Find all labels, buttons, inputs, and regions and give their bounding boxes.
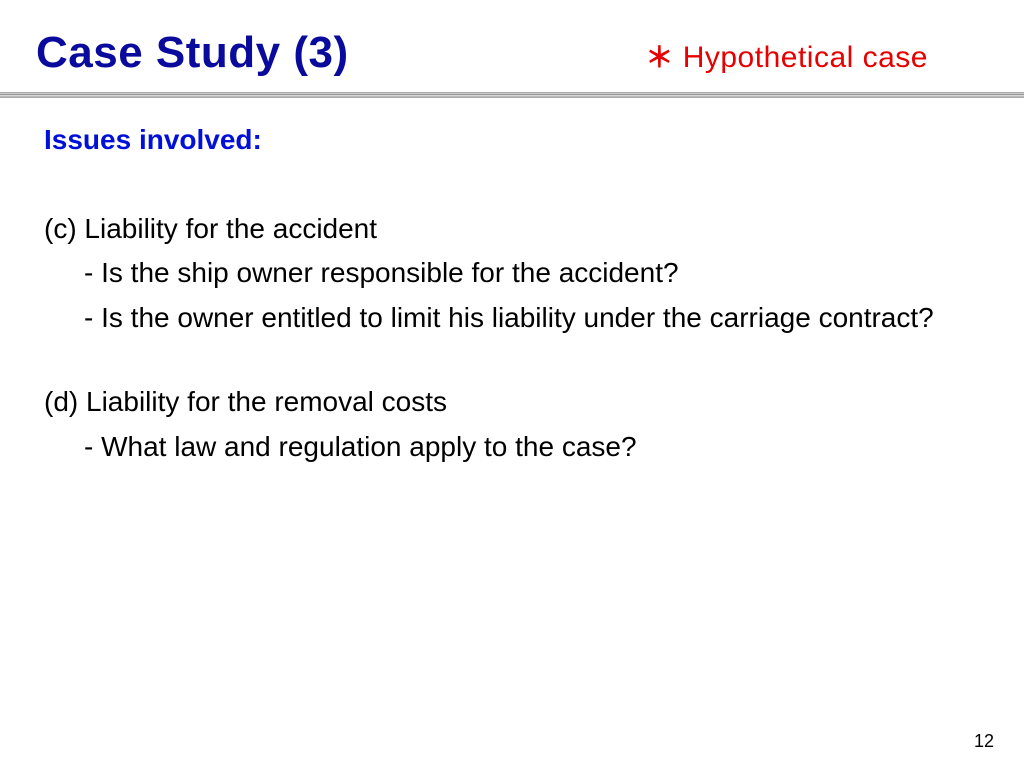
asterisk-icon: ＊ (645, 42, 674, 73)
section-colon: : (253, 124, 262, 155)
page-number: 12 (974, 731, 994, 752)
topic-c-sub-2: - Is the owner entitled to limit his lia… (44, 298, 984, 339)
topic-c-label: (c) Liability for the accident (44, 209, 984, 250)
section-heading: Issues involved (44, 124, 253, 155)
header-divider (0, 92, 1024, 98)
topic-d: (d) Liability for the removal costs - Wh… (44, 382, 984, 467)
topic-c-sub-1: - Is the ship owner responsible for the … (44, 253, 984, 294)
slide-title: Case Study (3) (36, 28, 349, 78)
header-row: Case Study (3) ＊ Hypothetical case (0, 28, 1024, 78)
topic-d-sub-1: - What law and regulation apply to the c… (44, 427, 984, 468)
topic-c: (c) Liability for the accident - Is the … (44, 209, 984, 339)
slide: Case Study (3) ＊ Hypothetical case Issue… (0, 0, 1024, 768)
subtitle-text: Hypothetical case (683, 41, 928, 74)
slide-subtitle: ＊ Hypothetical case (645, 36, 988, 76)
section-heading-row: Issues involved: (44, 120, 984, 161)
topic-d-label: (d) Liability for the removal costs (44, 382, 984, 423)
body-content: Issues involved: (c) Liability for the a… (44, 120, 984, 468)
